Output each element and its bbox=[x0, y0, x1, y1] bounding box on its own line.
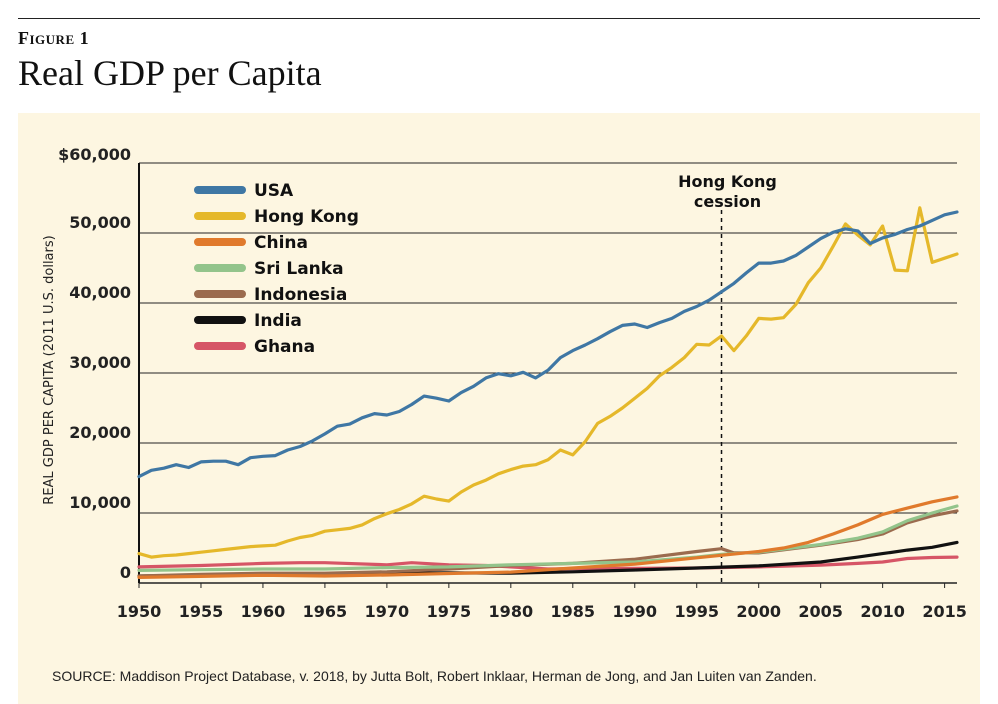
x-tick-label: 1985 bbox=[551, 602, 596, 621]
x-tick-label: 2015 bbox=[922, 602, 967, 621]
figure-title: Real GDP per Capita bbox=[18, 53, 322, 93]
x-tick-label: 1955 bbox=[179, 602, 224, 621]
y-tick-label: $60,000 bbox=[58, 145, 131, 164]
x-tick-label: 1990 bbox=[612, 602, 657, 621]
series-line-indonesia bbox=[137, 509, 959, 578]
legend-label: India bbox=[254, 311, 302, 331]
x-tick-label: 1980 bbox=[489, 602, 534, 621]
x-tick-label: 2010 bbox=[860, 602, 905, 621]
y-tick-label: 10,000 bbox=[69, 493, 131, 512]
x-tick-label: 2000 bbox=[736, 602, 781, 621]
x-tick-label: 2005 bbox=[798, 602, 843, 621]
legend-label: Indonesia bbox=[254, 285, 347, 305]
y-tick-label: 0 bbox=[120, 563, 131, 582]
y-tick-label: 20,000 bbox=[69, 423, 131, 442]
x-tick-label: 1965 bbox=[303, 602, 348, 621]
series-line-usa bbox=[137, 210, 959, 479]
x-tick-label: 1975 bbox=[427, 602, 472, 621]
x-tick-label: 1995 bbox=[674, 602, 719, 621]
annotation-label: cession bbox=[694, 192, 761, 211]
x-tick-label: 1950 bbox=[117, 602, 162, 621]
legend-label: China bbox=[254, 233, 308, 253]
y-tick-label: 30,000 bbox=[69, 353, 131, 372]
legend-label: USA bbox=[254, 181, 294, 201]
figure-label: Figure 1 bbox=[18, 28, 90, 48]
chart-panel bbox=[18, 113, 980, 704]
x-tick-label: 1960 bbox=[241, 602, 286, 621]
x-tick-label: 1970 bbox=[365, 602, 410, 621]
y-tick-label: 40,000 bbox=[69, 283, 131, 302]
annotation-label: Hong Kong bbox=[678, 172, 777, 191]
y-tick-label: 50,000 bbox=[69, 213, 131, 232]
series-line-china bbox=[137, 495, 959, 579]
source-note: SOURCE: Maddison Project Database, v. 20… bbox=[52, 668, 817, 684]
legend-label: Ghana bbox=[254, 337, 315, 357]
legend-label: Sri Lanka bbox=[254, 259, 344, 279]
legend-label: Hong Kong bbox=[254, 207, 359, 227]
y-axis-title: REAL GDP PER CAPITA (2011 U.S. dollars) bbox=[42, 235, 57, 504]
top-rule bbox=[18, 18, 980, 19]
series-line-hong-kong bbox=[137, 206, 959, 559]
